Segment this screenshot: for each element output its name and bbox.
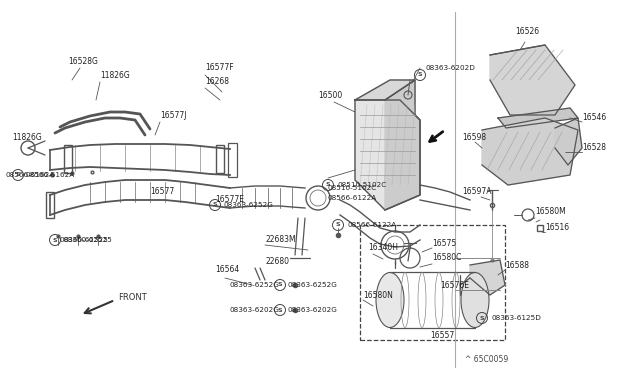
Bar: [64, 145, 72, 173]
Polygon shape: [385, 80, 420, 210]
Text: 16564: 16564: [215, 266, 239, 275]
Text: 16526: 16526: [515, 28, 539, 36]
Text: 08360-62525: 08360-62525: [63, 237, 112, 243]
Text: 08360-62525: 08360-62525: [60, 237, 109, 243]
Text: 08363-6125D: 08363-6125D: [491, 315, 541, 321]
Text: 16576E: 16576E: [440, 280, 469, 289]
Text: FRONT: FRONT: [118, 294, 147, 302]
Text: 16546: 16546: [582, 113, 606, 122]
Text: 16528G: 16528G: [68, 58, 98, 67]
Text: 16528: 16528: [582, 144, 606, 153]
Text: ^ 65C0059: ^ 65C0059: [465, 356, 508, 365]
Text: 16268: 16268: [205, 77, 229, 87]
Text: 16500: 16500: [318, 90, 342, 99]
Text: S: S: [418, 73, 422, 77]
Text: 08566-6122A: 08566-6122A: [328, 195, 377, 201]
Polygon shape: [555, 118, 582, 165]
Polygon shape: [355, 100, 420, 210]
Text: 16580M: 16580M: [535, 208, 566, 217]
Bar: [360, 225, 505, 340]
Polygon shape: [482, 118, 578, 185]
Text: 16580C: 16580C: [432, 253, 461, 263]
Text: S: S: [326, 183, 330, 187]
Text: 16557: 16557: [430, 330, 454, 340]
Text: 08510-5102C: 08510-5102C: [337, 182, 387, 188]
Text: 08363-6202G: 08363-6202G: [288, 307, 338, 313]
Polygon shape: [498, 108, 578, 128]
Text: 08363-6202D: 08363-6202D: [425, 65, 475, 71]
Text: 08566-6162A: 08566-6162A: [25, 172, 74, 178]
Text: 16575: 16575: [432, 238, 456, 247]
Text: S: S: [278, 308, 282, 312]
Text: 11826G: 11826G: [12, 134, 42, 142]
Text: 08363-6252G: 08363-6252G: [230, 282, 280, 288]
Polygon shape: [470, 260, 505, 295]
Text: S: S: [336, 222, 340, 228]
Text: 16580N: 16580N: [363, 291, 393, 299]
Text: 08566-6162A: 08566-6162A: [5, 172, 54, 178]
Text: 08510-5102C: 08510-5102C: [328, 185, 377, 191]
Polygon shape: [490, 45, 575, 115]
Text: 16598: 16598: [462, 134, 486, 142]
Bar: [228, 143, 237, 177]
Text: 16516: 16516: [545, 224, 569, 232]
Text: 16577E: 16577E: [215, 196, 244, 205]
Text: 16577F: 16577F: [205, 64, 234, 73]
Text: 08363-6252G: 08363-6252G: [288, 282, 338, 288]
Text: 08363-6202G: 08363-6202G: [230, 307, 280, 313]
Bar: [216, 145, 224, 173]
Ellipse shape: [461, 273, 489, 327]
Text: 22683M: 22683M: [265, 235, 296, 244]
Bar: [46, 192, 54, 218]
Text: 08363-6252G: 08363-6252G: [224, 202, 274, 208]
Text: 11826G: 11826G: [100, 71, 130, 80]
Ellipse shape: [376, 273, 404, 327]
Text: 16597A: 16597A: [462, 187, 492, 196]
Text: 16340H: 16340H: [368, 244, 398, 253]
Text: S: S: [52, 237, 58, 243]
Text: S: S: [212, 202, 218, 208]
Text: 16588: 16588: [505, 260, 529, 269]
Polygon shape: [355, 80, 415, 100]
Text: 16577: 16577: [150, 187, 174, 196]
Text: 08566-6122A: 08566-6122A: [347, 222, 396, 228]
Text: 22680: 22680: [265, 257, 289, 266]
Text: S: S: [480, 315, 484, 321]
Text: S: S: [278, 282, 282, 288]
Text: S: S: [16, 173, 20, 177]
Text: 16577J: 16577J: [160, 110, 186, 119]
